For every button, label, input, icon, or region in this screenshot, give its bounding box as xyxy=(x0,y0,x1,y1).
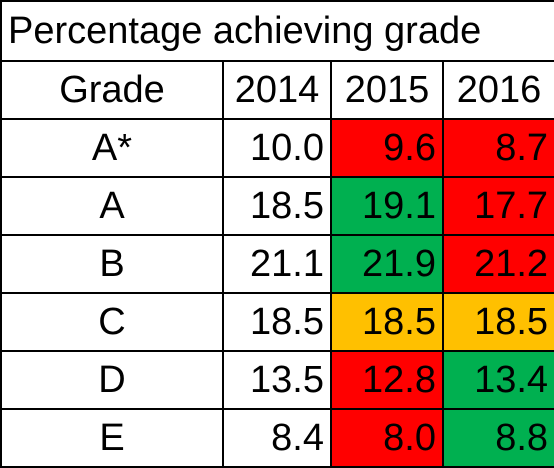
header-row: Grade 2014 2015 2016 xyxy=(0,60,554,120)
value-2015: 19.1 xyxy=(330,176,444,236)
value-2014: 13.5 xyxy=(222,350,332,410)
table-row: A* 10.0 9.6 8.7 xyxy=(0,118,554,178)
table-row: E 8.4 8.0 8.8 xyxy=(0,408,554,468)
value-2016: 21.2 xyxy=(441,234,554,294)
value-2015: 12.8 xyxy=(330,350,444,410)
table-row: C 18.5 18.5 18.5 xyxy=(0,292,554,352)
header-2015: 2015 xyxy=(330,60,444,120)
value-2015: 9.6 xyxy=(330,118,444,178)
value-2016: 8.8 xyxy=(441,408,554,468)
table-row: D 13.5 12.8 13.4 xyxy=(0,350,554,410)
value-2014: 10.0 xyxy=(222,118,332,178)
value-2016: 8.7 xyxy=(441,118,554,178)
value-2015: 18.5 xyxy=(330,292,444,352)
header-2014: 2014 xyxy=(222,60,332,120)
header-2016: 2016 xyxy=(441,60,554,120)
table-row: B 21.1 21.9 21.2 xyxy=(0,234,554,294)
value-2014: 21.1 xyxy=(222,234,332,294)
grade-cell: B xyxy=(0,234,224,294)
grade-cell: C xyxy=(0,292,224,352)
value-2016: 13.4 xyxy=(441,350,554,410)
table-title: Percentage achieving grade xyxy=(0,0,554,62)
grade-cell: A xyxy=(0,176,224,236)
grade-cell: A* xyxy=(0,118,224,178)
header-grade: Grade xyxy=(0,60,224,120)
grade-cell: E xyxy=(0,408,224,468)
value-2014: 18.5 xyxy=(222,176,332,236)
value-2014: 18.5 xyxy=(222,292,332,352)
value-2015: 8.0 xyxy=(330,408,444,468)
value-2015: 21.9 xyxy=(330,234,444,294)
value-2016: 18.5 xyxy=(441,292,554,352)
value-2014: 8.4 xyxy=(222,408,332,468)
value-2016: 17.7 xyxy=(441,176,554,236)
table-row: A 18.5 19.1 17.7 xyxy=(0,176,554,236)
title-row: Percentage achieving grade xyxy=(0,0,554,62)
grade-cell: D xyxy=(0,350,224,410)
